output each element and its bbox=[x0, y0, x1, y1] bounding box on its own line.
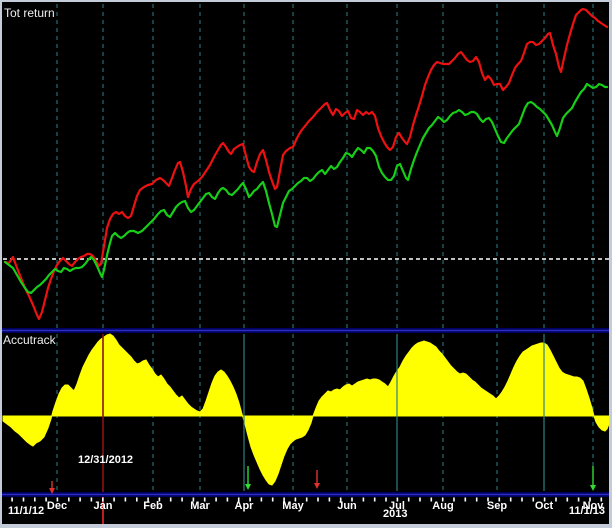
month-label: Aug bbox=[432, 500, 453, 512]
month-label: Jul bbox=[389, 500, 405, 512]
axis-tick bbox=[577, 497, 580, 502]
axis-tick bbox=[283, 497, 285, 502]
buy-signal-arrow bbox=[245, 466, 251, 490]
total-return-line-green bbox=[3, 82, 609, 295]
axis-tick bbox=[555, 497, 557, 502]
axis-tick bbox=[203, 497, 206, 502]
total-return-line-red bbox=[3, 7, 609, 321]
axis-tick bbox=[124, 497, 127, 502]
axis-tick bbox=[396, 497, 399, 502]
axis-tick bbox=[441, 497, 444, 502]
axis-tick bbox=[68, 497, 70, 502]
month-label: Oct bbox=[535, 500, 554, 512]
month-label: Sep bbox=[487, 500, 507, 512]
sell-signal-arrow bbox=[314, 470, 320, 489]
axis-tick bbox=[339, 497, 342, 502]
month-label: Nov bbox=[583, 500, 605, 512]
month-label: Dec bbox=[47, 500, 67, 512]
axis-tick bbox=[34, 497, 36, 502]
sell-signal-arrow bbox=[49, 481, 55, 494]
axis-tick bbox=[237, 497, 240, 502]
axis-tick bbox=[487, 497, 489, 502]
axis-tick bbox=[385, 497, 387, 502]
axis-tick bbox=[79, 497, 81, 502]
axis-tick bbox=[498, 497, 501, 502]
axis-tick bbox=[102, 497, 104, 502]
axis-tick bbox=[56, 497, 59, 502]
axis-tick bbox=[305, 497, 308, 502]
axis-tick bbox=[22, 497, 25, 502]
axis-tick bbox=[90, 497, 93, 502]
month-label: Feb bbox=[143, 500, 163, 512]
axis-tick bbox=[543, 497, 546, 502]
month-label: May bbox=[282, 500, 304, 512]
axis-tick bbox=[169, 497, 172, 502]
axis-tick bbox=[45, 497, 47, 502]
axis-tick bbox=[521, 497, 523, 502]
axis-tick bbox=[113, 497, 115, 502]
accutrack-panel[interactable] bbox=[2, 334, 609, 491]
axis-tick bbox=[351, 497, 353, 502]
axis-tick bbox=[464, 497, 467, 502]
axis-tick bbox=[11, 497, 13, 502]
axis-tick bbox=[509, 497, 512, 502]
axis-tick bbox=[136, 497, 138, 502]
axis-tick bbox=[294, 497, 297, 502]
axis-tick bbox=[181, 497, 183, 502]
month-label: Jun bbox=[337, 500, 357, 512]
axis-tick bbox=[430, 497, 433, 502]
axis-tick bbox=[589, 497, 591, 502]
month-label: Jan bbox=[94, 500, 113, 512]
axis-tick bbox=[317, 497, 319, 502]
axis-tick bbox=[192, 497, 195, 502]
axis-tick bbox=[475, 497, 478, 502]
axis-tick bbox=[215, 497, 217, 502]
axis-tick bbox=[260, 497, 263, 502]
axis-tick bbox=[453, 497, 455, 502]
axis-tick bbox=[271, 497, 274, 502]
axis-tick bbox=[373, 497, 376, 502]
axis-tick bbox=[226, 497, 229, 502]
total-return-panel[interactable] bbox=[2, 4, 609, 328]
axis-tick bbox=[158, 497, 161, 502]
axis-tick bbox=[566, 497, 569, 502]
month-label: Apr bbox=[235, 500, 255, 512]
axis-tick bbox=[147, 497, 149, 502]
month-label: Mar bbox=[190, 500, 210, 512]
accutrack-area bbox=[2, 333, 610, 486]
axis-tick bbox=[419, 497, 421, 502]
axis-tick bbox=[249, 497, 251, 502]
axis-tick bbox=[600, 497, 603, 502]
axis-tick bbox=[362, 497, 365, 502]
buy-signal-arrow bbox=[590, 466, 596, 491]
axis-tick bbox=[328, 497, 331, 502]
axis-tick bbox=[407, 497, 410, 502]
axis-tick bbox=[532, 497, 535, 502]
